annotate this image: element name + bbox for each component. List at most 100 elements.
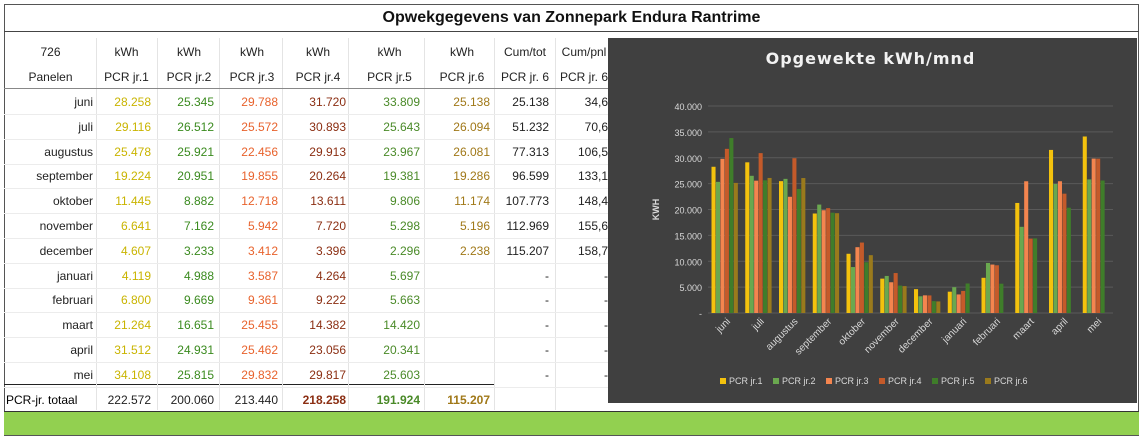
legend-label: PCR jr.4 [888, 376, 922, 386]
value-cell: 7.720 [315, 219, 346, 233]
value-cell: 2.296 [389, 243, 420, 258]
cum-tot-cell: 51.232 [512, 119, 549, 134]
value-cell: 19.381 [383, 169, 420, 184]
row-rule [4, 337, 608, 339]
y-tick-label: - [699, 309, 702, 319]
cum-tot-cell: - [545, 318, 549, 333]
legend-label: PCR jr.2 [782, 376, 816, 386]
bar [830, 212, 835, 313]
bar [893, 273, 898, 313]
month-cell: april [70, 343, 93, 357]
cum-tot-cell: 96.599 [512, 169, 549, 184]
value-cell: 31.720 [309, 95, 346, 109]
row-rule [4, 163, 608, 165]
bar [1019, 226, 1024, 313]
value-cell: 24.931 [177, 343, 214, 357]
header-label-cell: PCR jr. 6 [559, 70, 608, 84]
bar [720, 158, 725, 313]
month-cell: maart [62, 318, 93, 333]
value-cell: 29.788 [241, 95, 278, 109]
bar [729, 138, 734, 313]
row-rule [4, 386, 608, 388]
value-cell: 25.478 [114, 144, 151, 159]
value-cell: 25.462 [241, 343, 278, 357]
value-cell: 20.341 [383, 343, 420, 357]
cum-tot-cell: - [545, 343, 549, 357]
row-rule [4, 213, 608, 215]
grid-line [555, 38, 556, 410]
value-cell: 25.815 [177, 367, 214, 382]
legend-swatch [720, 378, 726, 384]
y-tick-label: 10.000 [674, 257, 702, 267]
bar [763, 180, 768, 313]
bar [898, 285, 903, 313]
total-cell: 200.060 [170, 393, 214, 407]
value-cell [430, 338, 490, 362]
value-cell: 20.951 [177, 169, 214, 184]
value-cell: 6.641 [120, 219, 151, 233]
y-tick-label: 20.000 [674, 206, 702, 216]
header-unit-cell: kWh [377, 45, 402, 59]
cum-pnl-cell: - [604, 318, 608, 333]
bar [724, 148, 729, 313]
value-cell: 14.420 [383, 318, 420, 333]
bar [801, 178, 806, 313]
value-cell: 34.108 [114, 367, 151, 382]
bar [914, 289, 919, 313]
value-cell: 25.921 [177, 144, 214, 159]
header-unit-cell: Cum/pnl [561, 45, 607, 59]
cum-tot-cell: - [545, 293, 549, 308]
bar [880, 278, 885, 313]
row-rule [4, 312, 608, 314]
value-cell: 22.456 [241, 144, 278, 159]
bar [994, 265, 999, 313]
grid-line [494, 38, 495, 410]
chart-title: Opgewekte kWh/mnd [766, 49, 976, 68]
totals-rule [4, 384, 494, 385]
row-rule [4, 238, 608, 239]
bar [787, 196, 792, 313]
y-tick-label: 5.000 [679, 283, 702, 293]
bar [855, 247, 860, 313]
bar [783, 178, 788, 313]
value-cell: 2.238 [459, 243, 490, 258]
legend-swatch [879, 378, 885, 384]
header-rule [4, 88, 608, 89]
value-cell: 33.809 [383, 95, 420, 109]
x-tick-label: februari [971, 316, 1003, 348]
cum-tot-cell: 107.773 [505, 194, 549, 209]
x-tick-label: december [896, 316, 936, 356]
bar [889, 282, 894, 313]
value-cell: 23.967 [383, 144, 420, 159]
month-cell: juli [78, 119, 93, 134]
value-cell: 5.697 [389, 268, 420, 283]
row-rule [4, 138, 608, 140]
row-rule [4, 287, 608, 289]
bar [918, 296, 923, 313]
total-cell: 213.440 [234, 393, 278, 407]
bar [733, 182, 738, 313]
value-cell: 19.224 [114, 169, 151, 184]
bar [956, 294, 961, 313]
bar [1049, 149, 1054, 313]
value-cell: 5.942 [247, 219, 278, 233]
header-unit-cell: kWh [177, 45, 201, 59]
value-cell: 14.382 [309, 318, 346, 333]
value-cell: 4.607 [120, 243, 151, 258]
cum-pnl-cell: - [604, 367, 608, 382]
cum-tot-cell: 115.207 [506, 243, 550, 258]
bar-chart: Opgewekte kWh/mnd - 5.000 10.000 15.000 20.00… [651, 49, 1113, 386]
bar [749, 175, 754, 313]
value-cell: 26.081 [453, 144, 490, 159]
bar [1024, 181, 1029, 313]
value-cell: 4.264 [315, 268, 346, 283]
grid-line [96, 38, 97, 410]
x-tick-label: januari [940, 316, 970, 346]
bar [1028, 238, 1033, 313]
cum-tot-cell: 25.138 [512, 95, 549, 109]
value-cell: 11.174 [454, 194, 490, 209]
value-cell: 12.718 [241, 194, 278, 209]
bar [981, 277, 986, 313]
value-cell: 3.412 [247, 243, 278, 258]
value-cell: 29.817 [309, 367, 346, 382]
